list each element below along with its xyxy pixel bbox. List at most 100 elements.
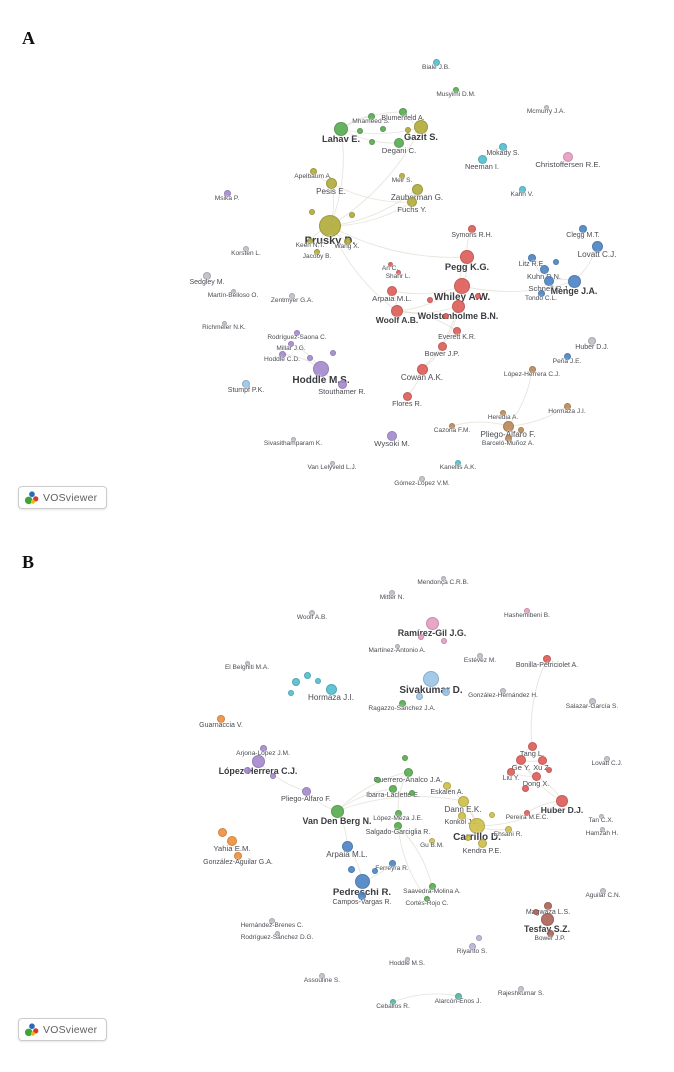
node-dot (358, 892, 366, 900)
node-label: Martín-Belloso O. (207, 291, 259, 299)
node-label: Tesfay S.Z. (523, 923, 571, 934)
node-dot (309, 610, 315, 616)
node-dot (428, 882, 436, 890)
node-dot (292, 678, 300, 686)
network-edge (397, 825, 428, 900)
vosviewer-badge-a: VOSviewer (18, 486, 108, 509)
node-dot (274, 930, 280, 936)
node-dot (544, 276, 554, 286)
node-label: Sivasithamparam K. (263, 439, 323, 447)
node-label: Mitter N. (379, 594, 405, 601)
node-label: Riyanto S. (456, 947, 488, 955)
node-dot (418, 634, 424, 640)
node-dot (543, 655, 551, 663)
node-dot (230, 288, 236, 294)
node-label: Carrillo D. (453, 832, 501, 843)
node-label: Richmeier N.K. (202, 323, 246, 331)
node-dot (546, 767, 552, 773)
node-label: Guerrero-Analco J.A. (373, 774, 443, 784)
node-label: Wang X. (334, 242, 360, 250)
node-label: Yahia E.M. (213, 844, 251, 853)
node-dot (391, 305, 403, 317)
node-label: Fuchs Y. (397, 205, 427, 214)
node-dot (451, 299, 465, 313)
node-dot (468, 225, 476, 233)
node-dot (500, 688, 506, 694)
node-label: Neeman I. (465, 161, 499, 171)
node-label: González-Hernández H. (468, 692, 538, 699)
node-dot (543, 104, 549, 110)
node-dot (313, 361, 329, 377)
node-dot (527, 741, 537, 751)
node-dot (415, 692, 423, 700)
node-label: Van Lelyveld L.J. (307, 463, 357, 471)
node-dot (243, 246, 249, 252)
node-label: Apelbaum A. (294, 172, 332, 180)
node-label: Ge Y. (511, 763, 531, 772)
node-dot (309, 209, 315, 215)
node-dot (242, 380, 250, 388)
node-label: Ibarra-Laclette E. (366, 792, 420, 799)
node-dot (465, 835, 471, 841)
node-dot (394, 643, 400, 649)
node-dot (524, 810, 530, 816)
node-dot (504, 825, 512, 833)
network-edge (461, 280, 575, 292)
node-label: López-Herrera C.J. (218, 765, 298, 776)
node-dot (502, 420, 514, 432)
node-dot (403, 767, 413, 777)
node-dot (458, 812, 466, 820)
node-dot (315, 678, 321, 684)
node-dot (499, 143, 507, 151)
node-dot (518, 986, 524, 992)
vosviewer-badge-b: VOSviewer (18, 1018, 108, 1041)
node-dot (288, 341, 294, 347)
node-dot (388, 859, 396, 867)
node-dot (553, 259, 559, 265)
node-dot (469, 818, 485, 834)
node-dot (521, 784, 529, 792)
node-dot (303, 671, 311, 679)
node-label: Gazit S. (404, 132, 438, 142)
node-dot (440, 575, 446, 581)
node-dot (531, 771, 541, 781)
node-dot (314, 249, 320, 255)
node-dot (341, 840, 353, 852)
node-dot (217, 827, 227, 837)
node-dot (423, 671, 439, 687)
node-label: Cazorla F.M. (433, 427, 471, 434)
node-dot (389, 785, 397, 793)
network-edge (421, 305, 459, 370)
node-dot (270, 773, 276, 779)
node-label: Ramírez-Gil J.G. (397, 627, 467, 638)
node-label: Clegg M.T. (566, 232, 600, 239)
node-label: Lovatt C.J. (591, 760, 623, 767)
node-label: Pliego-Alfaro F. (281, 793, 331, 803)
node-label: Van Den Berg N. (302, 815, 372, 826)
node-label: Mcmurry J.A. (526, 107, 566, 115)
node-dot (409, 790, 415, 796)
node-dot (289, 293, 295, 299)
node-dot (454, 278, 470, 294)
node-label: Musyimi D.M. (436, 91, 476, 98)
node-dot (443, 782, 451, 790)
node-label: Woolf A.B. (375, 315, 419, 325)
node-dot (599, 826, 605, 832)
node-dot (425, 616, 439, 630)
node-label: Ferreyra R. (375, 864, 409, 872)
node-label: Pliego-Alfaro F. (480, 429, 536, 439)
node-label: Hoddle M.S. (292, 375, 350, 386)
node-label: Kuhn D.N. (527, 271, 561, 281)
node-dot (476, 935, 482, 941)
node-label: Arjona-López J.M. (236, 749, 290, 757)
node-dot (343, 237, 351, 245)
node-label: Stumpf P.K. (227, 387, 265, 394)
node-label: El Belghiti M.A. (224, 663, 270, 671)
node-label: López-Herrera C.J. (503, 370, 561, 378)
node-dot (588, 337, 596, 345)
node-label: Sivakumar D. (399, 685, 463, 696)
node-label: Zauberman G. (390, 192, 444, 202)
node-label: Wysoki M. (374, 439, 410, 448)
node-label: Hamzah H. (585, 829, 619, 837)
node-label: Cortés-Rojo C. (405, 900, 449, 907)
